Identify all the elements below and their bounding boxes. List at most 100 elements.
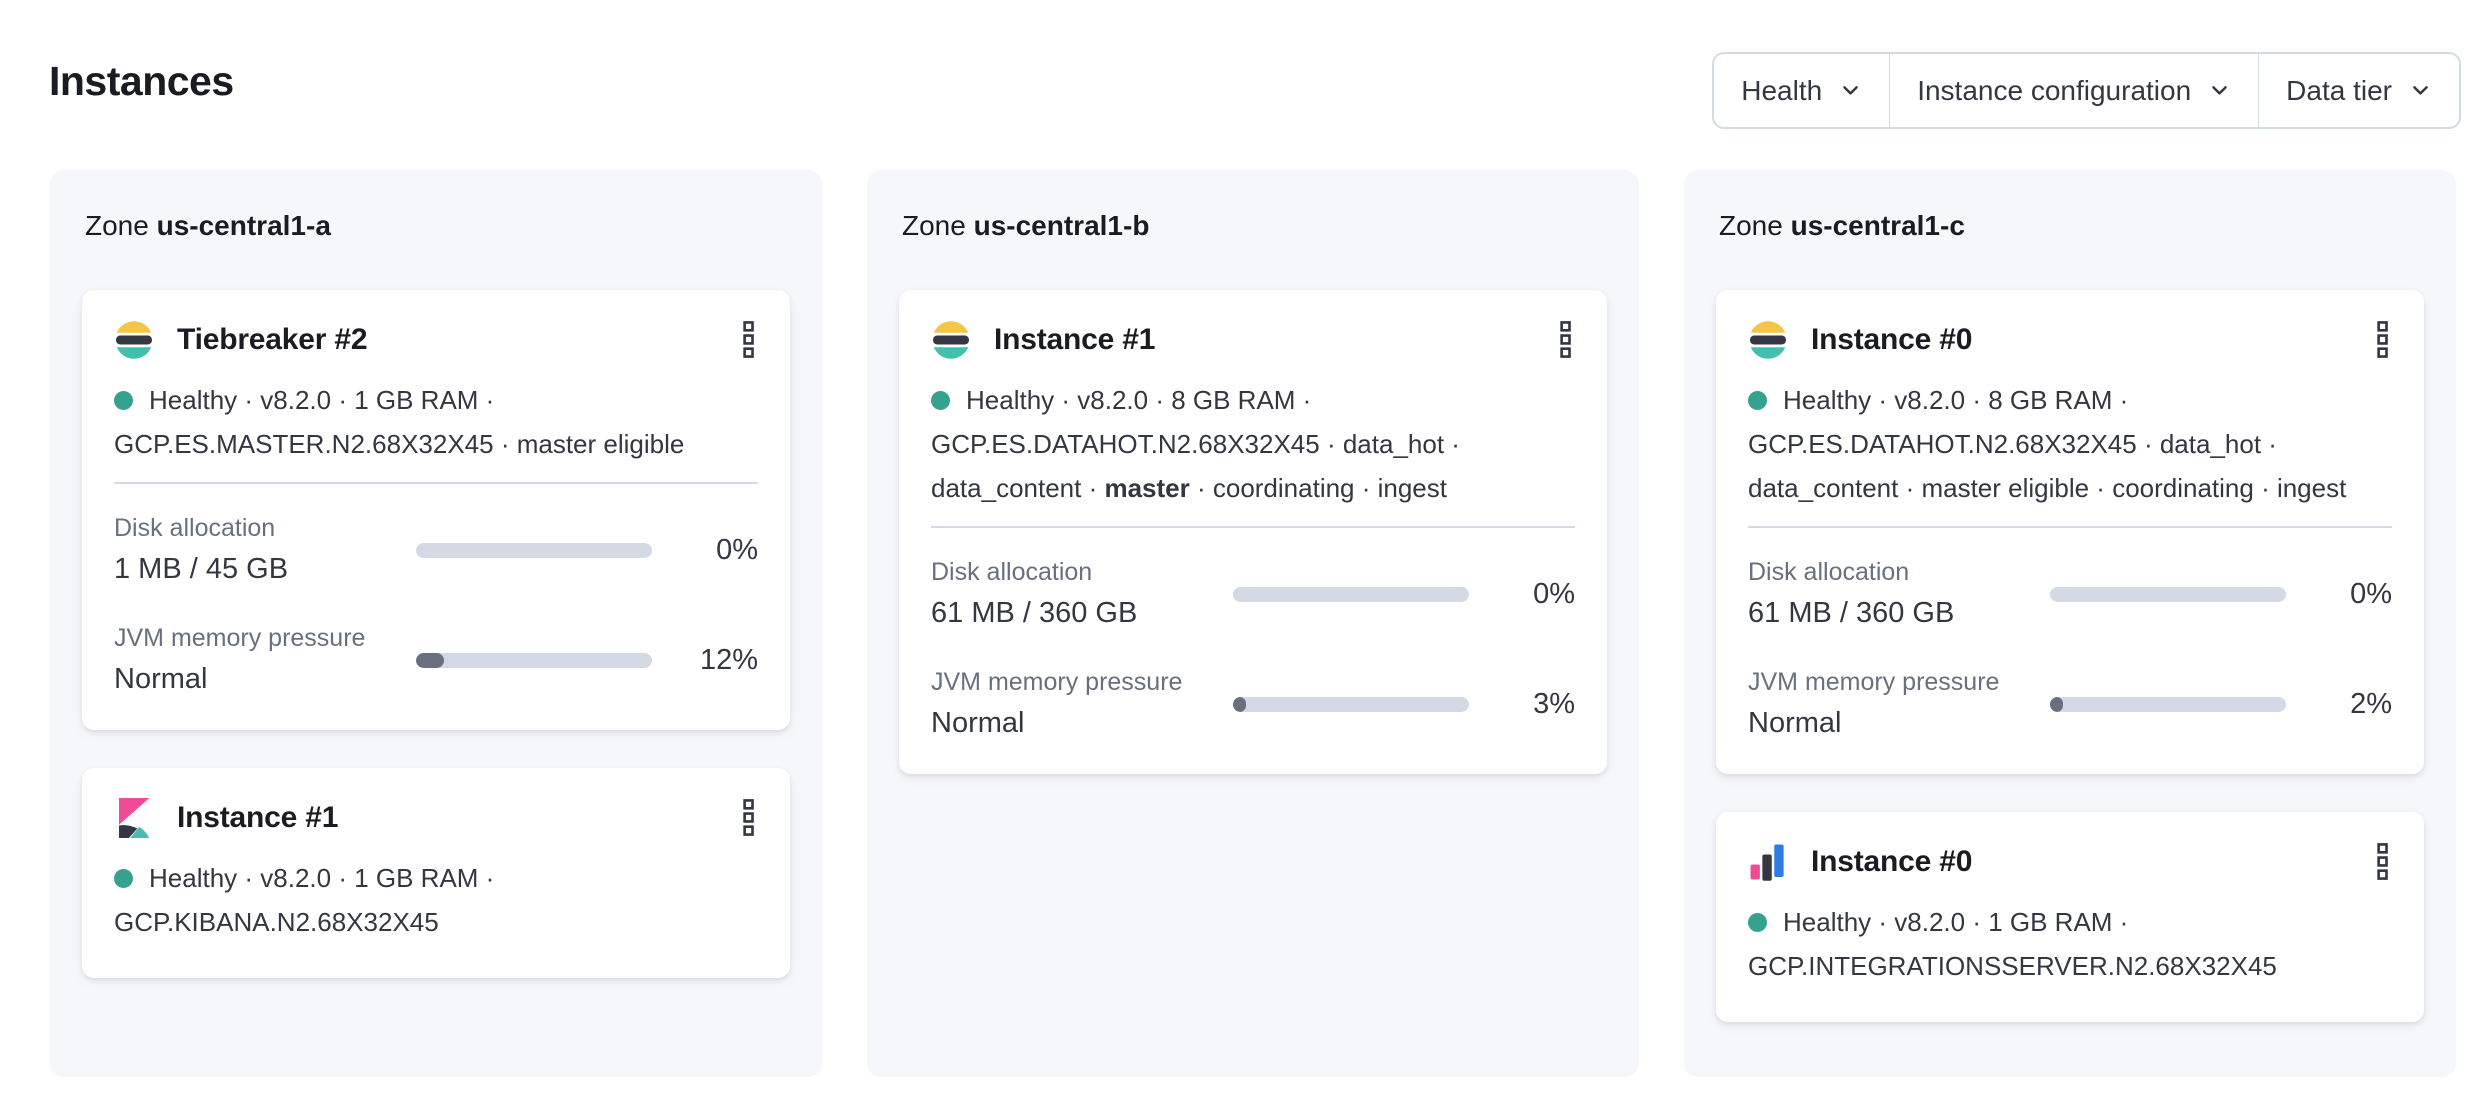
instance-card-integrations-server-0: Instance #0 Healthy · v8.2.0 · 1 GB RAM … xyxy=(1716,812,2424,1022)
metric-row-disk-allocation: Disk allocation 61 MB / 360 GB 0% xyxy=(1748,558,2392,630)
metric-percent: 0% xyxy=(716,533,758,566)
instance-menu-button[interactable] xyxy=(740,318,758,361)
instance-meta-line: Healthy · v8.2.0 · 1 GB RAM · xyxy=(114,378,758,422)
instance-meta: Healthy · v8.2.0 · 8 GB RAM · GCP.ES.DAT… xyxy=(1748,378,2392,510)
instance-title: Instance #0 xyxy=(1811,322,1973,356)
card-divider xyxy=(1748,526,2392,528)
progress-bar xyxy=(1233,696,1469,712)
zones-row: Zone us-central1-a Tiebreaker #2 xyxy=(50,170,2456,1077)
health-dot xyxy=(1748,913,1767,932)
instance-card-es-1: Instance #1 Healthy · v8.2.0 · 8 GB RAM … xyxy=(899,290,1607,774)
metric-label: JVM memory pressure xyxy=(1748,668,2000,696)
zone-name: us-central1-a xyxy=(156,210,331,241)
chevron-down-icon xyxy=(2212,86,2227,95)
boxes-vertical-icon xyxy=(1560,321,1571,358)
progress-bar xyxy=(2050,696,2286,712)
metric-label: Disk allocation xyxy=(1748,558,1910,586)
metric-label: JVM memory pressure xyxy=(114,624,366,652)
metric-value: Normal xyxy=(931,707,1025,739)
instance-title: Instance #1 xyxy=(994,322,1156,356)
progress-fill xyxy=(2050,696,2063,712)
zone-panel-us-central1-b: Zone us-central1-b Instance #1 xyxy=(867,170,1639,1077)
health-dot xyxy=(114,391,133,410)
health-dot xyxy=(1748,391,1767,410)
filter-group: Health Instance configuration Data tier xyxy=(1712,52,2461,129)
filter-button-label: Data tier xyxy=(2286,74,2392,106)
instance-menu-button[interactable] xyxy=(1557,318,1575,361)
instance-meta-line: Healthy · v8.2.0 · 1 GB RAM · xyxy=(114,856,758,900)
instance-menu-button[interactable] xyxy=(2374,318,2392,361)
kibana-logo xyxy=(114,797,154,838)
metric-percent: 2% xyxy=(2350,687,2392,720)
card-divider xyxy=(931,526,1575,528)
metric-row-disk-allocation: Disk allocation 61 MB / 360 GB 0% xyxy=(931,558,1575,630)
health-dot xyxy=(931,391,950,410)
metric-row-jvm-memory-pressure: JVM memory pressure Normal 12% xyxy=(114,624,758,696)
instance-card-es-0: Instance #0 Healthy · v8.2.0 · 8 GB RAM … xyxy=(1716,290,2424,774)
progress-fill xyxy=(416,652,445,668)
zone-title: Zone us-central1-c xyxy=(1719,210,1965,241)
metric-label: JVM memory pressure xyxy=(931,668,1183,696)
instance-meta-line: Healthy · v8.2.0 · 1 GB RAM · xyxy=(1748,900,2392,944)
instance-card-kibana-1: Instance #1 Healthy · v8.2.0 · 1 GB RAM … xyxy=(82,768,790,978)
instance-card-tiebreaker-2: Tiebreaker #2 Healthy · v8.2.0 · 1 GB RA… xyxy=(82,290,790,730)
instance-meta: Healthy · v8.2.0 · 1 GB RAM · GCP.ES.MAS… xyxy=(114,378,758,466)
instance-menu-button[interactable] xyxy=(2374,840,2392,883)
boxes-vertical-icon xyxy=(743,321,754,358)
instance-title: Instance #0 xyxy=(1811,844,1973,878)
metric-percent: 12% xyxy=(699,643,758,676)
instance-meta-line: data_content · master eligible · coordin… xyxy=(1748,473,2347,503)
metric-row-disk-allocation: Disk allocation 1 MB / 45 GB 0% xyxy=(114,514,758,586)
instance-meta: Healthy · v8.2.0 · 1 GB RAM · GCP.KIBANA… xyxy=(114,856,758,944)
metric-value: 61 MB / 360 GB xyxy=(931,597,1138,629)
metric-label: Disk allocation xyxy=(931,558,1093,586)
elasticsearch-logo xyxy=(931,320,971,360)
instance-meta-line: GCP.ES.DATAHOT.N2.68X32X45 · data_hot · xyxy=(1748,429,2277,459)
metric-percent: 3% xyxy=(1533,687,1575,720)
zone-name: us-central1-c xyxy=(1790,210,1965,241)
chevron-down-icon xyxy=(1843,86,1858,95)
filter-button-label: Health xyxy=(1741,74,1823,106)
zone-panel-us-central1-a: Zone us-central1-a Tiebreaker #2 xyxy=(50,170,822,1077)
filter-button-data-tier[interactable]: Data tier xyxy=(2258,54,2459,127)
filter-button-instance-configuration[interactable]: Instance configuration xyxy=(1889,54,2258,127)
metric-value: Normal xyxy=(1748,707,1842,739)
metric-row-jvm-memory-pressure: JVM memory pressure Normal 3% xyxy=(931,668,1575,740)
boxes-vertical-icon xyxy=(2377,321,2388,358)
filter-button-health[interactable]: Health xyxy=(1714,54,1889,127)
zone-title: Zone us-central1-b xyxy=(902,210,1150,241)
metric-value: 1 MB / 45 GB xyxy=(114,553,289,585)
filter-button-label: Instance configuration xyxy=(1917,74,2192,106)
card-divider xyxy=(114,482,758,484)
boxes-vertical-icon xyxy=(743,799,754,836)
instance-meta-line: GCP.ES.DATAHOT.N2.68X32X45 · data_hot · xyxy=(931,429,1460,459)
instance-meta-line: GCP.ES.MASTER.N2.68X32X45 · master eligi… xyxy=(114,429,685,459)
instance-meta: Healthy · v8.2.0 · 1 GB RAM · GCP.INTEGR… xyxy=(1748,900,2392,988)
chevron-down-icon xyxy=(2413,86,2428,95)
metric-row-jvm-memory-pressure: JVM memory pressure Normal 2% xyxy=(1748,668,2392,740)
elasticsearch-logo xyxy=(114,320,154,360)
instance-meta-line: data_content · master · coordinating · i… xyxy=(931,473,1447,503)
elasticsearch-logo xyxy=(1748,320,1788,360)
instance-meta-line: GCP.INTEGRATIONSSERVER.N2.68X32X45 xyxy=(1748,951,2277,981)
instance-meta: Healthy · v8.2.0 · 8 GB RAM · GCP.ES.DAT… xyxy=(931,378,1575,510)
page-title: Instances xyxy=(49,58,234,104)
metric-percent: 0% xyxy=(2350,577,2392,610)
zone-panel-us-central1-c: Zone us-central1-c Instance #0 xyxy=(1684,170,2456,1077)
metric-percent: 0% xyxy=(1533,577,1575,610)
progress-fill xyxy=(1233,696,1246,712)
instance-title: Instance #1 xyxy=(177,800,339,834)
zone-title: Zone us-central1-a xyxy=(85,210,331,241)
progress-bar xyxy=(1233,586,1469,602)
instance-meta-line: Healthy · v8.2.0 · 8 GB RAM · xyxy=(1748,378,2392,422)
progress-bar xyxy=(416,652,652,668)
zone-name: us-central1-b xyxy=(973,210,1150,241)
instance-meta-line: GCP.KIBANA.N2.68X32X45 xyxy=(114,907,439,937)
instance-menu-button[interactable] xyxy=(740,796,758,839)
metric-value: Normal xyxy=(114,663,208,695)
health-dot xyxy=(114,869,133,888)
instance-title: Tiebreaker #2 xyxy=(177,322,368,356)
instance-meta-line: Healthy · v8.2.0 · 8 GB RAM · xyxy=(931,378,1575,422)
metric-value: 61 MB / 360 GB xyxy=(1748,597,1955,629)
progress-bar xyxy=(2050,586,2286,602)
